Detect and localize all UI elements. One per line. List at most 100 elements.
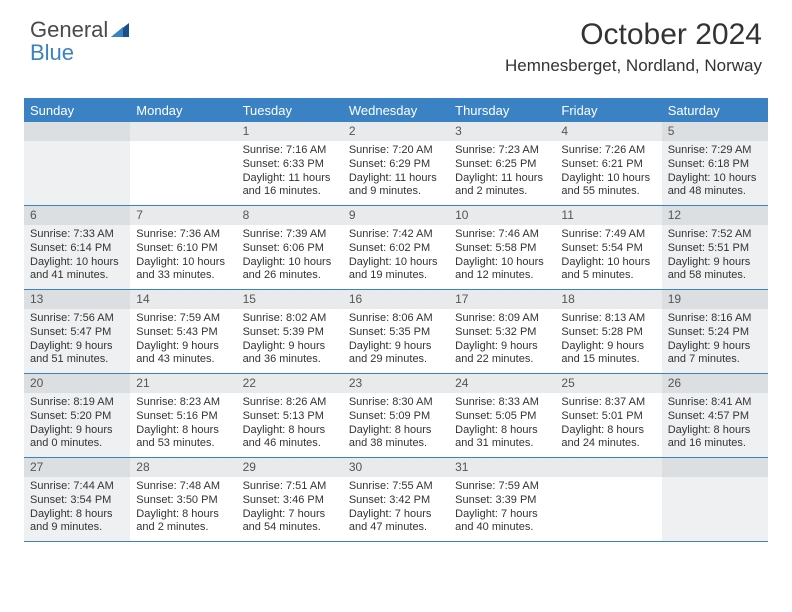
daylight-text: Daylight: 10 hours and 19 minutes.: [349, 256, 443, 284]
day-info: Sunrise: 7:52 AMSunset: 5:51 PMDaylight:…: [662, 225, 768, 289]
day-header: Thursday: [449, 100, 555, 122]
date-number: 9: [343, 206, 449, 225]
day-info: Sunrise: 8:09 AMSunset: 5:32 PMDaylight:…: [449, 309, 555, 373]
sunrise-text: Sunrise: 8:13 AM: [561, 312, 655, 326]
day-cell: 24Sunrise: 8:33 AMSunset: 5:05 PMDayligh…: [449, 374, 555, 457]
sunset-text: Sunset: 6:21 PM: [561, 158, 655, 172]
day-cell: 3Sunrise: 7:23 AMSunset: 6:25 PMDaylight…: [449, 122, 555, 205]
day-info: Sunrise: 7:56 AMSunset: 5:47 PMDaylight:…: [24, 309, 130, 373]
day-cell: 10Sunrise: 7:46 AMSunset: 5:58 PMDayligh…: [449, 206, 555, 289]
sunset-text: Sunset: 5:28 PM: [561, 326, 655, 340]
date-number: 5: [662, 122, 768, 141]
day-info: Sunrise: 8:33 AMSunset: 5:05 PMDaylight:…: [449, 393, 555, 457]
sunrise-text: Sunrise: 8:06 AM: [349, 312, 443, 326]
sunrise-text: Sunrise: 7:48 AM: [136, 480, 230, 494]
weeks-container: 1Sunrise: 7:16 AMSunset: 6:33 PMDaylight…: [24, 122, 768, 542]
day-cell: 22Sunrise: 8:26 AMSunset: 5:13 PMDayligh…: [237, 374, 343, 457]
day-cell: 21Sunrise: 8:23 AMSunset: 5:16 PMDayligh…: [130, 374, 236, 457]
week-row: 27Sunrise: 7:44 AMSunset: 3:54 PMDayligh…: [24, 458, 768, 542]
daylight-text: Daylight: 8 hours and 31 minutes.: [455, 424, 549, 452]
daylight-text: Daylight: 9 hours and 29 minutes.: [349, 340, 443, 368]
title-block: October 2024 Hemnesberget, Nordland, Nor…: [30, 18, 762, 76]
day-info: Sunrise: 7:16 AMSunset: 6:33 PMDaylight:…: [237, 141, 343, 205]
sunrise-text: Sunrise: 7:16 AM: [243, 144, 337, 158]
sunset-text: Sunset: 6:06 PM: [243, 242, 337, 256]
daylight-text: Daylight: 11 hours and 2 minutes.: [455, 172, 549, 200]
sunset-text: Sunset: 5:05 PM: [455, 410, 549, 424]
daylight-text: Daylight: 9 hours and 43 minutes.: [136, 340, 230, 368]
sunset-text: Sunset: 5:01 PM: [561, 410, 655, 424]
day-header-row: Sunday Monday Tuesday Wednesday Thursday…: [24, 100, 768, 122]
location: Hemnesberget, Nordland, Norway: [30, 56, 762, 76]
sunrise-text: Sunrise: 7:51 AM: [243, 480, 337, 494]
day-info: Sunrise: 7:46 AMSunset: 5:58 PMDaylight:…: [449, 225, 555, 289]
daylight-text: Daylight: 7 hours and 40 minutes.: [455, 508, 549, 536]
day-info: Sunrise: 7:49 AMSunset: 5:54 PMDaylight:…: [555, 225, 661, 289]
day-cell: 12Sunrise: 7:52 AMSunset: 5:51 PMDayligh…: [662, 206, 768, 289]
sunset-text: Sunset: 5:58 PM: [455, 242, 549, 256]
day-cell: 18Sunrise: 8:13 AMSunset: 5:28 PMDayligh…: [555, 290, 661, 373]
sunset-text: Sunset: 5:09 PM: [349, 410, 443, 424]
date-number: 6: [24, 206, 130, 225]
sunrise-text: Sunrise: 7:56 AM: [30, 312, 124, 326]
daylight-text: Daylight: 9 hours and 0 minutes.: [30, 424, 124, 452]
day-cell: 26Sunrise: 8:41 AMSunset: 4:57 PMDayligh…: [662, 374, 768, 457]
date-number: 20: [24, 374, 130, 393]
sunset-text: Sunset: 5:32 PM: [455, 326, 549, 340]
day-cell: 6Sunrise: 7:33 AMSunset: 6:14 PMDaylight…: [24, 206, 130, 289]
date-number: 26: [662, 374, 768, 393]
day-cell: 4Sunrise: 7:26 AMSunset: 6:21 PMDaylight…: [555, 122, 661, 205]
sunset-text: Sunset: 5:43 PM: [136, 326, 230, 340]
day-info: Sunrise: 7:51 AMSunset: 3:46 PMDaylight:…: [237, 477, 343, 541]
date-number: 28: [130, 458, 236, 477]
day-cell: 25Sunrise: 8:37 AMSunset: 5:01 PMDayligh…: [555, 374, 661, 457]
date-number: 21: [130, 374, 236, 393]
daylight-text: Daylight: 9 hours and 15 minutes.: [561, 340, 655, 368]
sunrise-text: Sunrise: 7:36 AM: [136, 228, 230, 242]
week-row: 1Sunrise: 7:16 AMSunset: 6:33 PMDaylight…: [24, 122, 768, 206]
day-cell: 7Sunrise: 7:36 AMSunset: 6:10 PMDaylight…: [130, 206, 236, 289]
day-info: Sunrise: 7:48 AMSunset: 3:50 PMDaylight:…: [130, 477, 236, 541]
logo: General Blue: [30, 18, 129, 64]
sunrise-text: Sunrise: 7:26 AM: [561, 144, 655, 158]
week-row: 6Sunrise: 7:33 AMSunset: 6:14 PMDaylight…: [24, 206, 768, 290]
date-number: 23: [343, 374, 449, 393]
sunrise-text: Sunrise: 7:20 AM: [349, 144, 443, 158]
logo-triangle-icon: [111, 18, 129, 41]
daylight-text: Daylight: 10 hours and 48 minutes.: [668, 172, 762, 200]
date-number: 1: [237, 122, 343, 141]
sunrise-text: Sunrise: 8:16 AM: [668, 312, 762, 326]
sunset-text: Sunset: 6:33 PM: [243, 158, 337, 172]
day-cell: [130, 122, 236, 205]
date-number: 19: [662, 290, 768, 309]
day-info: Sunrise: 8:26 AMSunset: 5:13 PMDaylight:…: [237, 393, 343, 457]
day-info: Sunrise: 7:36 AMSunset: 6:10 PMDaylight:…: [130, 225, 236, 289]
day-header: Friday: [555, 100, 661, 122]
sunrise-text: Sunrise: 8:09 AM: [455, 312, 549, 326]
daylight-text: Daylight: 10 hours and 41 minutes.: [30, 256, 124, 284]
sunrise-text: Sunrise: 7:59 AM: [455, 480, 549, 494]
day-header: Sunday: [24, 100, 130, 122]
sunset-text: Sunset: 5:24 PM: [668, 326, 762, 340]
day-cell: 9Sunrise: 7:42 AMSunset: 6:02 PMDaylight…: [343, 206, 449, 289]
date-number: 8: [237, 206, 343, 225]
day-info: Sunrise: 7:29 AMSunset: 6:18 PMDaylight:…: [662, 141, 768, 205]
day-cell: [24, 122, 130, 205]
daylight-text: Daylight: 8 hours and 16 minutes.: [668, 424, 762, 452]
day-info: Sunrise: 7:39 AMSunset: 6:06 PMDaylight:…: [237, 225, 343, 289]
sunrise-text: Sunrise: 7:23 AM: [455, 144, 549, 158]
day-info: Sunrise: 7:26 AMSunset: 6:21 PMDaylight:…: [555, 141, 661, 205]
sunrise-text: Sunrise: 8:23 AM: [136, 396, 230, 410]
day-cell: 16Sunrise: 8:06 AMSunset: 5:35 PMDayligh…: [343, 290, 449, 373]
date-number: 13: [24, 290, 130, 309]
day-cell: 28Sunrise: 7:48 AMSunset: 3:50 PMDayligh…: [130, 458, 236, 541]
day-cell: 20Sunrise: 8:19 AMSunset: 5:20 PMDayligh…: [24, 374, 130, 457]
daylight-text: Daylight: 9 hours and 22 minutes.: [455, 340, 549, 368]
day-header: Saturday: [662, 100, 768, 122]
day-cell: 31Sunrise: 7:59 AMSunset: 3:39 PMDayligh…: [449, 458, 555, 541]
sunset-text: Sunset: 6:29 PM: [349, 158, 443, 172]
day-info: Sunrise: 7:59 AMSunset: 3:39 PMDaylight:…: [449, 477, 555, 541]
day-cell: 13Sunrise: 7:56 AMSunset: 5:47 PMDayligh…: [24, 290, 130, 373]
day-info: Sunrise: 8:19 AMSunset: 5:20 PMDaylight:…: [24, 393, 130, 457]
sunset-text: Sunset: 5:54 PM: [561, 242, 655, 256]
